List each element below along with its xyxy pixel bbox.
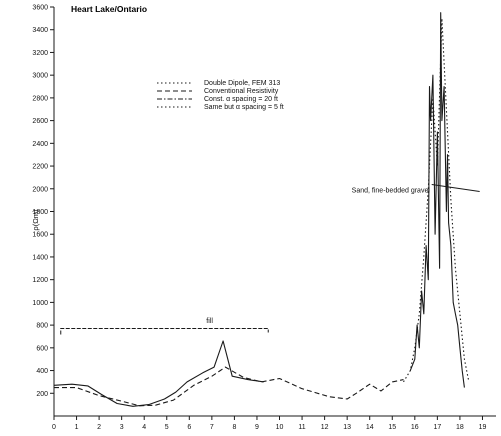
x-tick-label: 19 [479,424,487,431]
x-tick-label: 13 [343,424,351,431]
legend-entry-2: Conventional Resistivity [204,88,279,95]
y-axis-label: ρ(Ωm) [31,209,40,231]
y-tick-label: 3600 [32,5,48,12]
x-tick-label: 0 [52,424,56,431]
y-tick-label: 1200 [32,277,48,284]
y-tick-label: 2800 [32,95,48,102]
x-tick-label: 9 [255,424,259,431]
x-tick-label: 14 [366,424,374,431]
y-tick-label: 2200 [32,164,48,171]
x-tick-label: 11 [298,424,305,431]
y-ticks: 200 400 600 800 1000 1200 1400 1600 1800 2000 2200… [32,5,54,398]
x-tick-label: 8 [232,424,236,431]
x-tick-label: 10 [276,424,284,431]
axes [53,7,496,417]
annotation-1: fill [206,318,213,325]
x-tick-label: 2 [97,424,101,431]
series-line-3 [409,12,465,388]
y-tick-label: 1000 [32,300,48,307]
y-tick-label: 1800 [32,209,48,216]
y-tick-label: 2000 [32,186,48,193]
y-tick-label: 2600 [32,118,48,125]
x-tick-label: 12 [321,424,329,431]
legend-entry-1: Double Dipole, FEM 313 [204,80,280,87]
fill-bracket [60,328,269,335]
x-tick-label: 3 [120,424,124,431]
x-tick-label: 18 [456,424,464,431]
y-tick-label: 1400 [32,254,48,261]
x-tick-label: 4 [142,424,146,431]
x-tick-label: 1 [75,424,79,431]
x-tick-label: 15 [388,424,396,431]
y-tick-label: 400 [36,368,48,375]
x-tick-label: 7 [210,424,214,431]
annotation-2: Sand, fine-bedded gravel [352,187,431,194]
y-tick-label: 600 [36,345,48,352]
y-tick-label: 3200 [32,50,48,57]
x-tick-label: 16 [411,424,419,431]
y-tick-label: 3000 [32,73,48,80]
annotation-arrow [431,183,480,192]
y-tick-label: 800 [36,323,48,330]
y-tick-label: 200 [36,391,48,398]
y-tick-label: 1600 [32,232,48,239]
legend-entry-3: Const. α spacing = 20 ft [204,96,278,103]
series-line-2 [54,366,404,407]
series-group [53,12,470,407]
y-tick-label: 2400 [32,141,48,148]
chart-title: Heart Lake/Ontario [71,4,147,14]
x-ticks: 0 1 2 3 4 5 6 7 8 9 10 11 12 13 14 15 16 17 18 19 [52,416,486,431]
annotations: fill Sand, fine-bedded gravel [60,183,480,335]
x-tick-label: 5 [165,424,169,431]
y-tick-label: 3400 [32,27,48,34]
x-tick-label: 17 [433,424,441,431]
series-line-1 [53,340,264,407]
legend-entry-4: Same but α spacing = 5 ft [204,104,284,111]
x-tick-label: 6 [187,424,191,431]
